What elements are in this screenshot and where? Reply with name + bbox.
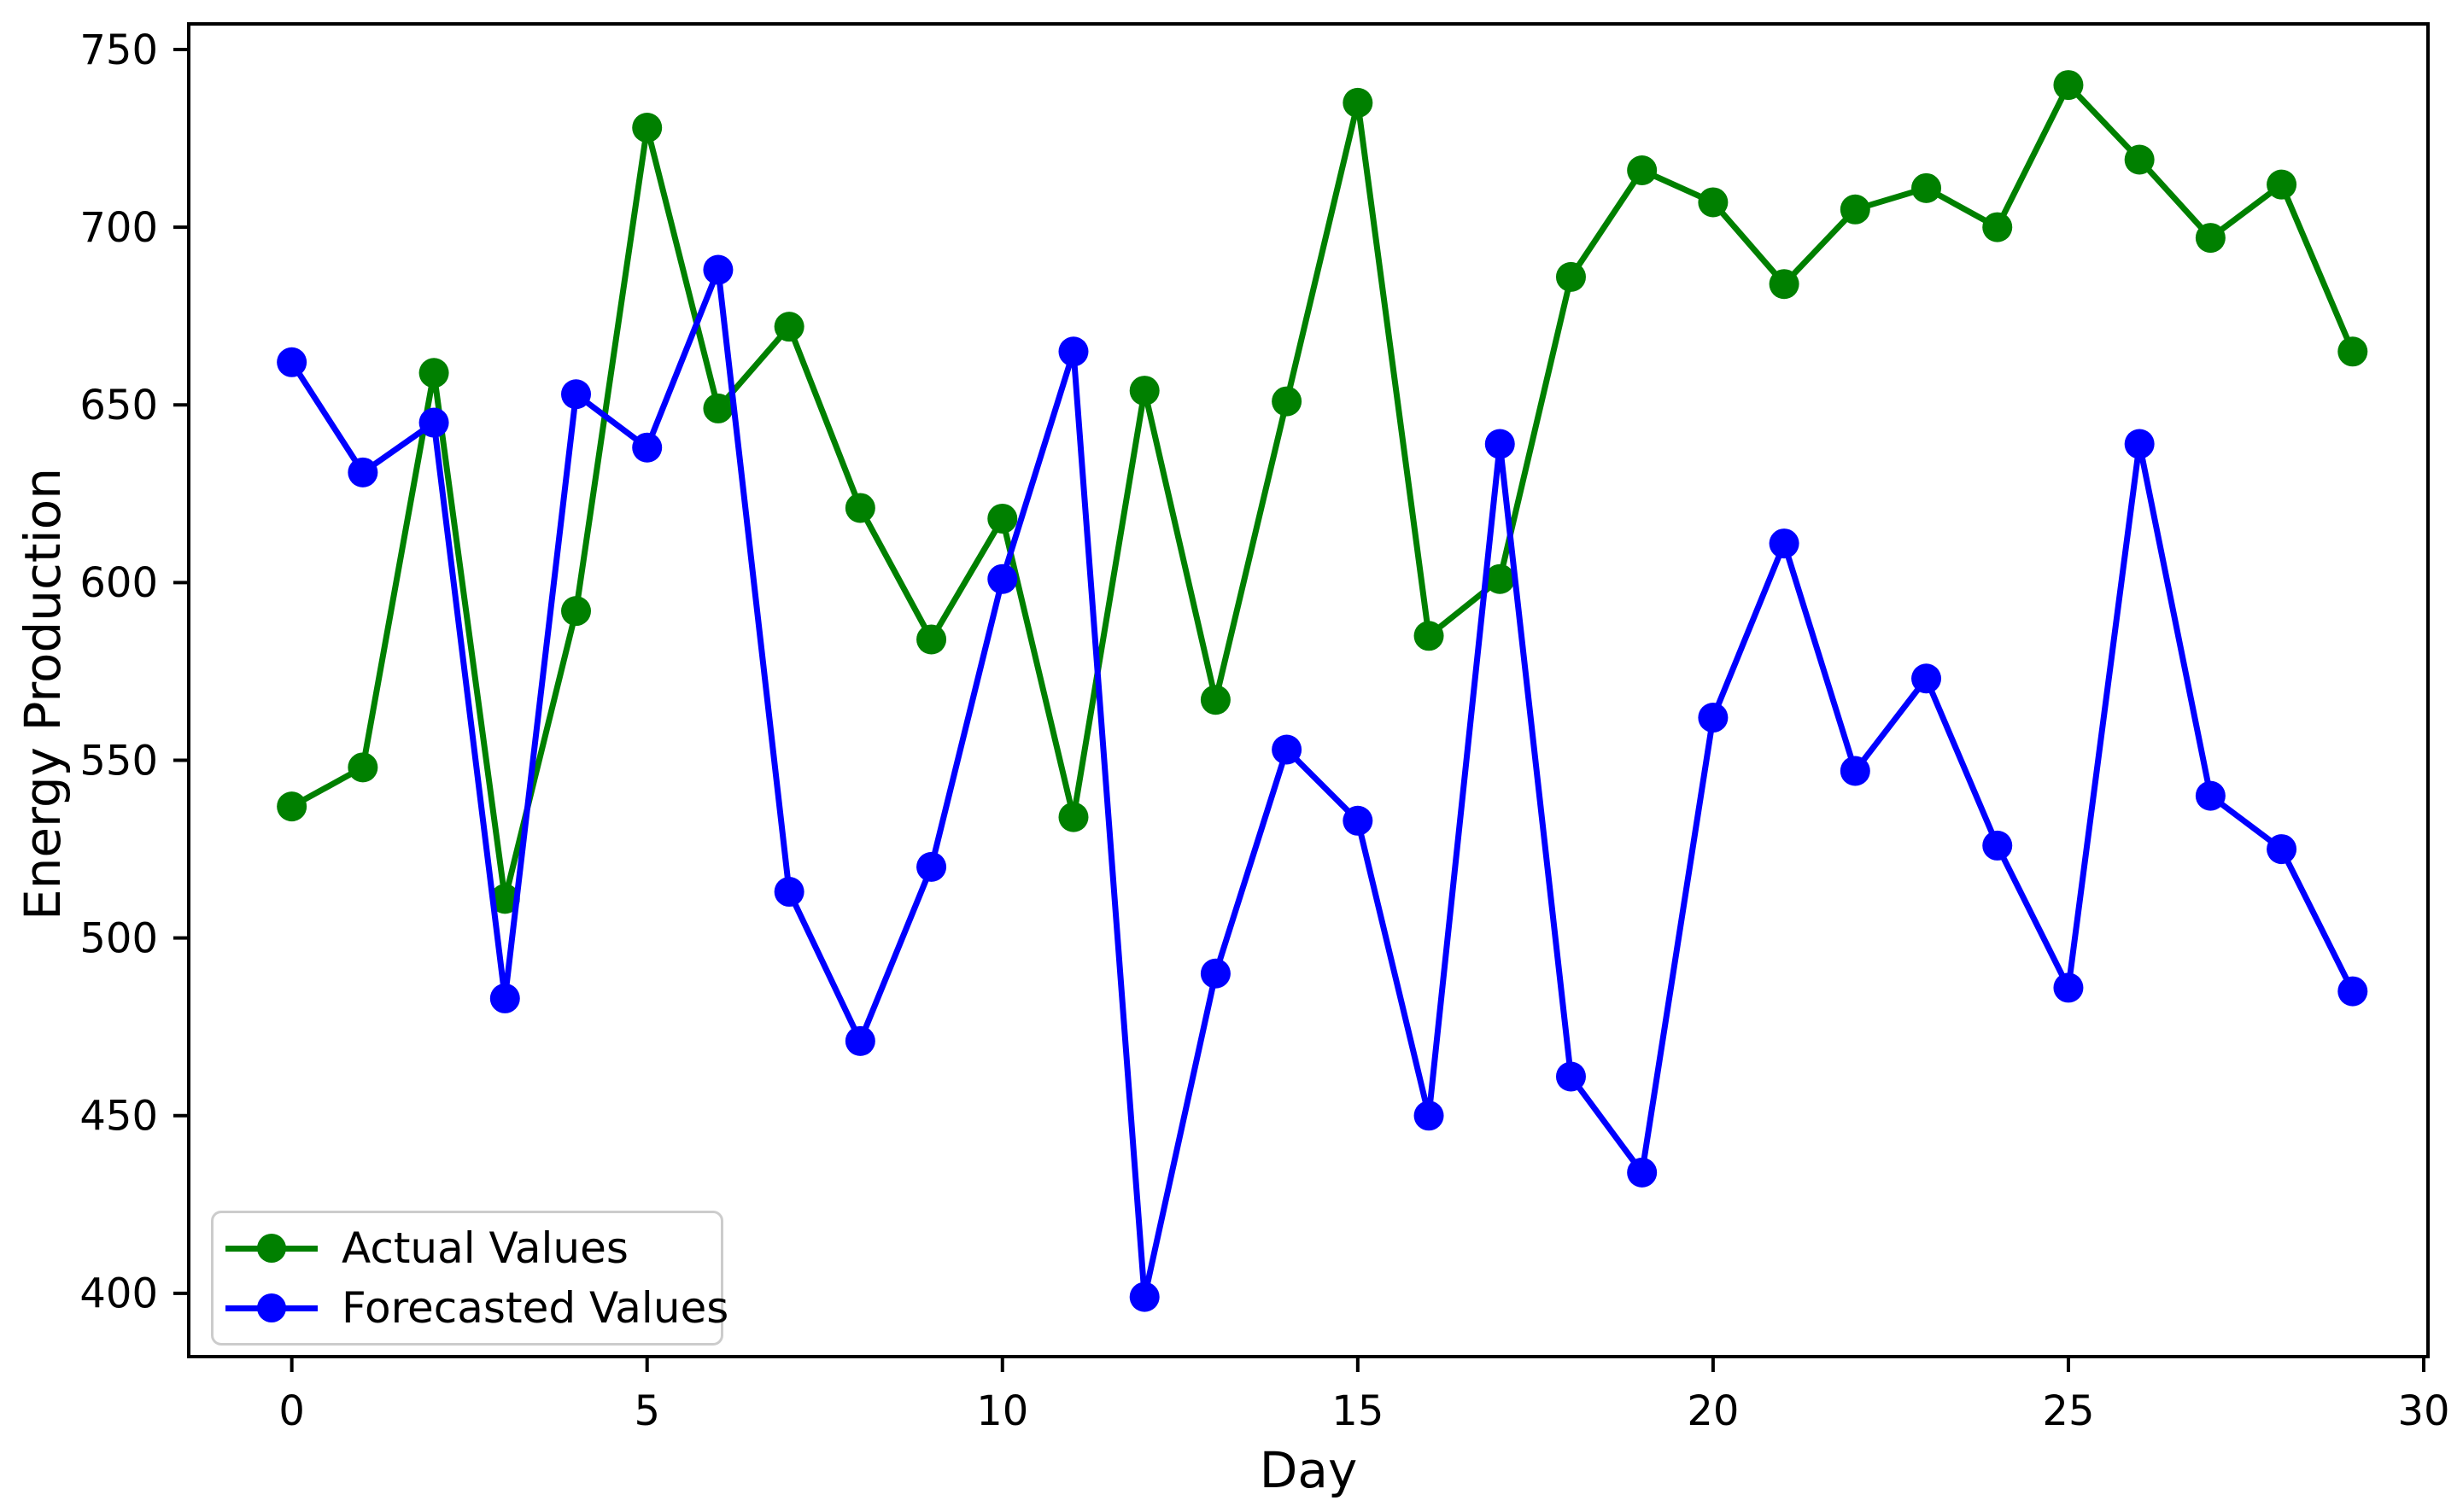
forecasted-values-point-day-9 bbox=[916, 851, 947, 882]
legend-item-forecasted-values: Forecasted Values bbox=[225, 1284, 728, 1332]
x-tick-label: 25 bbox=[2042, 1387, 2094, 1435]
forecasted-values-point-day-10 bbox=[987, 563, 1018, 594]
actual-values-point-day-10 bbox=[987, 503, 1018, 534]
y-tick-label: 550 bbox=[79, 737, 158, 785]
forecasted-values-point-day-27 bbox=[2195, 780, 2226, 811]
y-tick-label: 600 bbox=[79, 559, 158, 607]
actual-values-point-day-17 bbox=[1484, 563, 1515, 594]
y-tick-label: 700 bbox=[79, 204, 158, 252]
x-tick-label: 20 bbox=[1687, 1387, 1739, 1435]
x-tick-label: 10 bbox=[976, 1387, 1028, 1435]
legend-label-actual-values: Actual Values bbox=[342, 1223, 629, 1273]
forecasted-values-point-day-14 bbox=[1272, 734, 1302, 765]
actual-values-point-day-8 bbox=[845, 493, 875, 523]
actual-values-line bbox=[289, 82, 2356, 902]
forecasted-values-point-day-24 bbox=[1982, 830, 2013, 861]
actual-values-point-day-22 bbox=[1840, 194, 1870, 225]
axes-spines bbox=[187, 22, 2430, 1358]
legend-label-forecasted-values: Forecasted Values bbox=[342, 1283, 729, 1333]
x-tick-label: 5 bbox=[634, 1387, 660, 1435]
x-tick-label: 15 bbox=[1331, 1387, 1384, 1435]
y-tick-label: 450 bbox=[79, 1093, 158, 1141]
actual-values-point-day-0 bbox=[277, 791, 307, 822]
forecasted-values-point-day-12 bbox=[1129, 1281, 1160, 1312]
actual-values-point-day-15 bbox=[1343, 87, 1373, 118]
actual-values-point-day-2 bbox=[418, 358, 449, 388]
legend-line-sample-actual bbox=[225, 1233, 318, 1263]
actual-values-point-day-9 bbox=[916, 624, 947, 655]
actual-values-point-day-23 bbox=[1911, 172, 1942, 203]
actual-values-point-day-6 bbox=[703, 393, 734, 423]
legend-marker-icon-forecasted bbox=[257, 1293, 286, 1322]
actual-values-point-day-18 bbox=[1555, 261, 1586, 292]
actual-values-point-day-14 bbox=[1272, 386, 1302, 417]
x-axis-label: Day bbox=[1259, 1441, 1358, 1499]
forecasted-values-point-day-13 bbox=[1200, 958, 1231, 989]
forecasted-values-point-day-2 bbox=[418, 407, 449, 438]
actual-values-point-day-12 bbox=[1129, 376, 1160, 406]
forecasted-values-point-day-15 bbox=[1343, 805, 1373, 836]
forecasted-values-point-day-6 bbox=[703, 254, 734, 285]
y-tick-label: 650 bbox=[79, 382, 158, 429]
actual-values-point-day-25 bbox=[2053, 70, 2084, 101]
forecasted-values-point-day-28 bbox=[2267, 834, 2297, 865]
legend-marker-icon-actual bbox=[257, 1233, 286, 1263]
y-tick-label: 400 bbox=[79, 1270, 158, 1318]
actual-values-point-day-5 bbox=[632, 113, 663, 143]
forecasted-values-point-day-7 bbox=[774, 877, 804, 908]
forecasted-values-point-day-21 bbox=[1769, 528, 1799, 559]
y-axis-label: Energy Production bbox=[14, 467, 72, 921]
y-tick-label: 750 bbox=[79, 26, 158, 74]
actual-values-point-day-11 bbox=[1058, 802, 1089, 832]
y-tick-label: 500 bbox=[79, 914, 158, 962]
x-tick-label: 0 bbox=[278, 1387, 305, 1435]
legend-item-actual-values: Actual Values bbox=[225, 1224, 721, 1272]
forecasted-values-point-day-11 bbox=[1058, 336, 1089, 367]
forecasted-values-point-day-1 bbox=[348, 457, 378, 487]
forecasted-values-point-day-29 bbox=[2337, 976, 2368, 1007]
forecasted-values-point-day-17 bbox=[1484, 429, 1515, 459]
forecasted-values-point-day-16 bbox=[1413, 1100, 1444, 1131]
actual-values-point-day-16 bbox=[1413, 621, 1444, 651]
forecasted-values-point-day-19 bbox=[1627, 1157, 1658, 1188]
forecasted-values-point-day-22 bbox=[1840, 756, 1870, 786]
forecasted-values-point-day-25 bbox=[2053, 972, 2084, 1003]
actual-values-point-day-24 bbox=[1982, 212, 2013, 242]
actual-values-point-day-29 bbox=[2337, 336, 2368, 367]
actual-values-point-day-19 bbox=[1627, 155, 1658, 186]
legend-line-sample-forecasted bbox=[225, 1293, 318, 1322]
legend: Actual Values Forecasted Values bbox=[211, 1211, 728, 1346]
forecasted-values-point-day-0 bbox=[277, 347, 307, 377]
forecasted-values-point-day-18 bbox=[1555, 1061, 1586, 1092]
forecasted-values-point-day-3 bbox=[489, 983, 520, 1013]
actual-values-point-day-1 bbox=[348, 752, 378, 783]
actual-values-point-day-21 bbox=[1769, 269, 1799, 300]
actual-values-point-day-7 bbox=[774, 312, 804, 342]
forecasted-values-point-day-26 bbox=[2124, 429, 2155, 459]
actual-values-point-day-26 bbox=[2124, 144, 2155, 175]
actual-values-point-day-3 bbox=[489, 884, 520, 914]
forecasted-values-point-day-5 bbox=[632, 432, 663, 463]
actual-values-point-day-27 bbox=[2195, 223, 2226, 254]
actual-values-point-day-20 bbox=[1698, 187, 1729, 218]
actual-values-point-day-28 bbox=[2267, 169, 2297, 200]
forecasted-values-point-day-4 bbox=[561, 379, 592, 410]
forecasted-values-point-day-8 bbox=[845, 1025, 875, 1056]
forecasted-values-point-day-20 bbox=[1698, 703, 1729, 733]
x-tick-label: 30 bbox=[2397, 1387, 2449, 1435]
actual-values-point-day-4 bbox=[561, 596, 592, 627]
actual-values-point-day-13 bbox=[1200, 685, 1231, 715]
forecasted-values-point-day-23 bbox=[1911, 663, 1942, 694]
